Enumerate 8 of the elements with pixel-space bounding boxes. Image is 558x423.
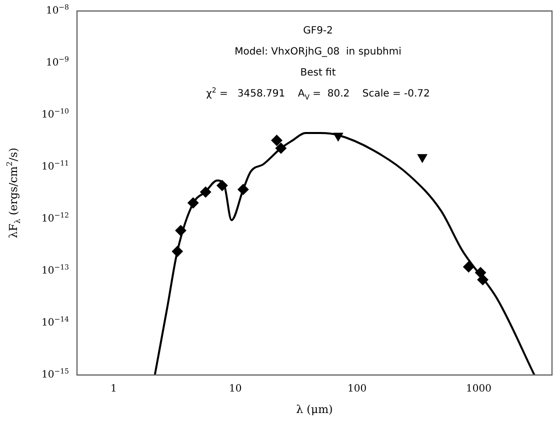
x-tick-label: 10 — [228, 384, 242, 395]
x-axis-title: λ (μm) — [296, 402, 333, 416]
annotation: GF9-2 — [303, 26, 333, 37]
x-tick-label: 100 — [347, 384, 367, 395]
annotation: Model: VhxORjhG_08 in spubhmi — [234, 46, 402, 58]
annotation: Best fit — [300, 68, 336, 79]
x-tick-label: 1000 — [466, 384, 492, 395]
x-tick-label: 1 — [110, 384, 117, 395]
